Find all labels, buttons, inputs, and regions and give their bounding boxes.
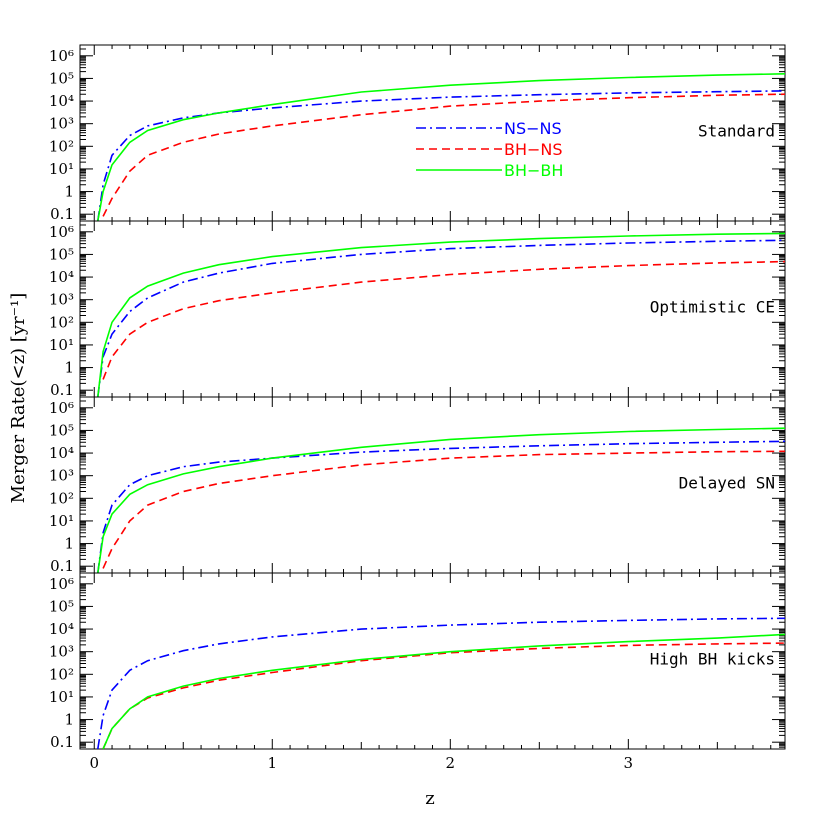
series-group	[97, 617, 785, 749]
x-tick-label: 2	[446, 754, 456, 772]
y-tick-label: 10³	[49, 115, 74, 133]
panel-label: Delayed SN	[679, 474, 775, 493]
y-tick-label: 1	[64, 359, 74, 377]
series-line-bh-bh	[97, 427, 785, 573]
x-axis-title: z	[425, 788, 434, 809]
panel-label: Optimistic CE	[650, 298, 775, 317]
panel-label: High BH kicks	[650, 650, 775, 669]
y-tick-label: 10⁵	[49, 597, 74, 615]
series-line-ns-ns	[97, 90, 785, 221]
series-line-ns-ns	[97, 617, 785, 749]
y-tick-label: 10²	[49, 137, 74, 155]
panel-frame	[79, 44, 786, 222]
legend: NS−NS BH−NS BH−BH	[416, 119, 563, 180]
series-line-ns-ns	[97, 440, 785, 573]
legend-label-ns-ns: NS−NS	[504, 119, 562, 138]
y-tick-label: 10⁴	[49, 444, 74, 462]
series-line-bh-bh	[97, 73, 785, 221]
y-tick-label: 10⁴	[49, 92, 74, 110]
y-tick-label: 10¹	[49, 688, 74, 706]
x-tick-label: 1	[267, 754, 277, 772]
panel-2: 0.1 1 10¹ 10² 10³ 10⁴ 10⁵ 10⁶ Optimistic CE	[49, 220, 786, 399]
legend-label-bh-bh: BH−BH	[504, 161, 563, 180]
y-tick-label: 0.1	[50, 733, 74, 751]
x-axis: 0 1 2 3	[89, 754, 633, 772]
series-group	[97, 427, 785, 573]
y-tick-label: 10⁶	[49, 399, 74, 417]
y-tick-label: 10³	[49, 643, 74, 661]
series-line-bh-ns	[102, 93, 785, 217]
x-tick-label: 0	[89, 754, 99, 772]
y-tick-label: 10²	[49, 489, 74, 507]
series-line-bh-ns	[102, 260, 785, 380]
y-tick-label: 10¹	[49, 336, 74, 354]
x-tick-label: 3	[624, 754, 634, 772]
y-axis-title: Merger Rate(<z) [yr⁻¹]	[8, 293, 29, 504]
panel-1: 0.1 1 10¹ 10² 10³ 10⁴ 10⁵ 10⁶ Standard	[49, 44, 786, 223]
legend-label-bh-ns: BH−NS	[504, 140, 563, 159]
series-line-bh-bh	[102, 633, 785, 749]
panel-4: 0.1 1 10¹ 10² 10³ 10⁴ 10⁵ 10⁶ High BH kicks	[49, 572, 786, 751]
y-tick-label: 10¹	[49, 512, 74, 530]
y-tick-label: 10⁶	[49, 223, 74, 241]
series-group	[97, 73, 785, 221]
y-tick-label: 10⁵	[49, 69, 74, 87]
y-tick-label: 10⁴	[49, 268, 74, 286]
series-line-bh-ns	[102, 642, 785, 749]
y-tick-label: 0.1	[50, 381, 74, 399]
y-tick-label: 10¹	[49, 160, 74, 178]
y-tick-label: 10⁴	[49, 620, 74, 638]
y-tick-label: 10²	[49, 665, 74, 683]
y-tick-label: 10⁶	[49, 575, 74, 593]
series-group	[97, 232, 785, 397]
panel-3: 0.1 1 10¹ 10² 10³ 10⁴ 10⁵ 10⁶ Delayed SN	[49, 396, 786, 575]
series-line-bh-bh	[97, 232, 785, 397]
y-tick-label: 1	[64, 183, 74, 201]
y-tick-label: 10²	[49, 313, 74, 331]
y-tick-label: 1	[64, 535, 74, 553]
y-tick-label: 10⁵	[49, 421, 74, 439]
series-line-bh-ns	[102, 450, 785, 569]
y-tick-label: 10³	[49, 291, 74, 309]
y-tick-label: 10⁵	[49, 245, 74, 263]
y-tick-label: 0.1	[50, 205, 74, 223]
series-line-ns-ns	[97, 239, 785, 397]
y-tick-label: 0.1	[50, 557, 74, 575]
y-tick-label: 10⁶	[49, 47, 74, 65]
y-tick-label: 10³	[49, 467, 74, 485]
y-tick-label: 1	[64, 711, 74, 729]
panels: 0.1 1 10¹ 10² 10³ 10⁴ 10⁵ 10⁶ Standard 0.1 1 10¹ 10²…	[49, 44, 786, 751]
panel-label: Standard	[698, 122, 775, 141]
